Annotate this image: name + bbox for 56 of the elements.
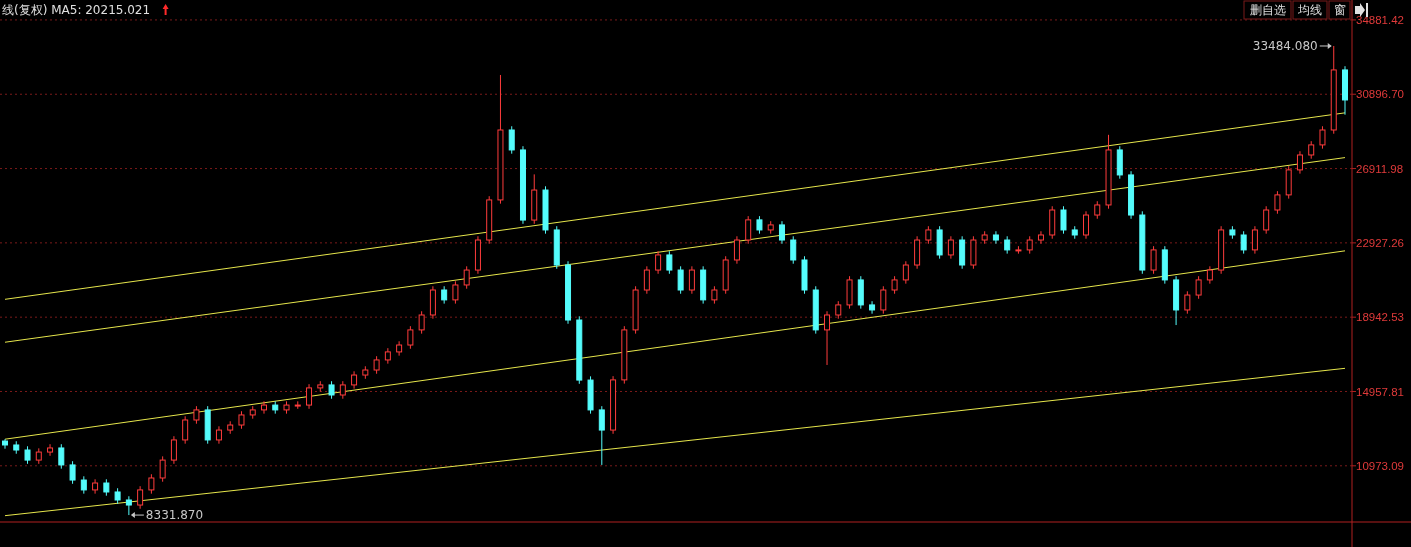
annotation: 删自选 — [1249, 3, 1286, 17]
candlestick — [47, 443, 54, 457]
candlestick — [733, 235, 740, 265]
candlestick — [869, 300, 876, 315]
candlestick — [1319, 125, 1326, 150]
y-tick-label: 14957.81 — [1356, 385, 1404, 398]
annotation: 均线 — [1297, 3, 1322, 17]
candlestick — [306, 383, 313, 410]
candlestick — [1083, 210, 1090, 240]
candlestick — [1037, 230, 1044, 245]
candlestick — [69, 460, 76, 485]
candlestick — [666, 250, 673, 275]
y-tick-label: 10973.09 — [1356, 459, 1404, 472]
candlestick — [170, 435, 177, 465]
candlestick — [790, 235, 797, 265]
candlestick — [1184, 290, 1191, 315]
candlestick — [778, 220, 785, 245]
candlestick — [1251, 225, 1258, 255]
annotation: 8331.870 — [145, 508, 204, 523]
candlestick — [1263, 205, 1270, 235]
candlestick — [598, 405, 605, 466]
candlestick — [655, 250, 662, 275]
candlestick — [452, 280, 459, 305]
candlestick — [260, 400, 267, 415]
candlestick — [880, 285, 887, 315]
y-tick-label: 18942.53 — [1356, 311, 1404, 324]
y-tick-label: 22927.26 — [1356, 236, 1404, 249]
candlestick — [148, 473, 155, 495]
chart-title: 线(复权) MA5: 20215.021 — [2, 3, 151, 17]
candlestick — [182, 415, 189, 445]
candlestick — [1150, 245, 1157, 275]
candlestick — [137, 485, 144, 510]
candlestick — [1240, 230, 1247, 255]
y-tick-label: 26911.98 — [1356, 162, 1404, 175]
annotation: 窗 — [1333, 3, 1346, 17]
candlestick — [745, 215, 752, 245]
candlestick — [688, 265, 695, 295]
candlestick — [1296, 150, 1303, 175]
candlestick — [643, 265, 650, 295]
candlestick — [58, 443, 65, 470]
candlestick — [992, 230, 999, 245]
candlestick — [159, 455, 166, 483]
candlestick — [902, 260, 909, 285]
candlestick — [508, 125, 515, 155]
candlestick — [824, 310, 831, 366]
y-tick-label: 30896.70 — [1356, 88, 1404, 101]
candlestick — [418, 310, 425, 335]
candlestick — [947, 235, 954, 260]
candlestick — [1195, 275, 1202, 300]
y-tick-label: 34881.42 — [1356, 13, 1404, 26]
candlestick — [1060, 205, 1067, 235]
candlestick — [407, 325, 414, 350]
candlestick — [1274, 190, 1281, 215]
annotation: 33484.080 — [1252, 39, 1318, 54]
candlestick — [463, 265, 470, 290]
candlestick — [677, 265, 684, 295]
